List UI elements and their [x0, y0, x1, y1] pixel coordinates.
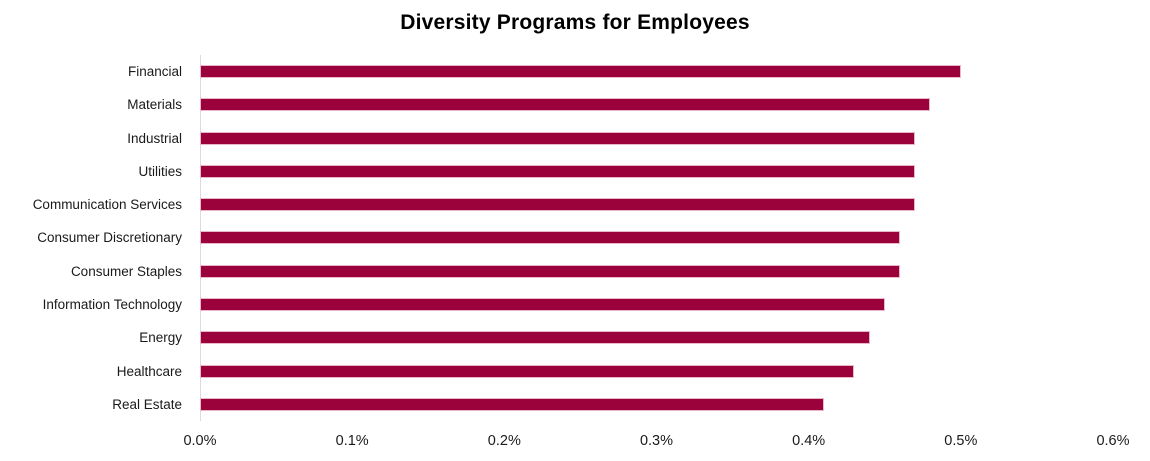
bar-row-information-technology: Information Technology	[0, 288, 1113, 321]
category-label-utilities: Utilities	[138, 163, 182, 179]
category-label-consumer-discretionary: Consumer Discretionary	[37, 230, 182, 246]
chart-title: Diversity Programs for Employees	[400, 11, 750, 34]
bar-materials	[200, 98, 931, 112]
bar-row-consumer-discretionary: Consumer Discretionary	[0, 221, 1113, 254]
bar-healthcare	[200, 364, 855, 378]
bar-track	[200, 122, 1113, 155]
bar-row-utilities: Utilities	[0, 155, 1113, 188]
bar-row-financial: Financial	[0, 55, 1113, 88]
bar-row-consumer-staples: Consumer Staples	[0, 255, 1113, 288]
bar-row-communication-services: Communication Services	[0, 188, 1113, 221]
bar-row-materials: Materials	[0, 88, 1113, 121]
bar-track	[200, 221, 1113, 254]
x-tick-label-02: 0.2%	[487, 433, 521, 449]
category-label-communication-services: Communication Services	[32, 197, 182, 213]
category-label-information-technology: Information Technology	[42, 296, 182, 312]
bar-consumer-discretionary	[200, 231, 900, 245]
bar-track	[200, 354, 1113, 387]
x-tick-label-06: 0.6%	[1096, 433, 1130, 449]
x-tick-label-03: 0.3%	[639, 433, 674, 449]
x-tick-label-01: 0.1%	[335, 433, 369, 449]
bar-track	[200, 255, 1113, 288]
category-label-energy: Energy	[139, 330, 182, 346]
bar-communication-services	[200, 198, 916, 212]
bar-row-healthcare: Healthcare	[0, 354, 1113, 387]
category-label-healthcare: Healthcare	[116, 363, 182, 379]
category-label-financial: Financial	[127, 64, 182, 80]
bar-row-energy: Energy	[0, 321, 1113, 354]
bar-utilities	[200, 164, 916, 178]
category-label-materials: Materials	[127, 97, 182, 113]
x-tick-label-05: 0.5%	[944, 433, 978, 449]
bar-row-real-estate: Real Estate	[0, 388, 1113, 421]
bar-rows-container: Financial Materials Industrial Utilities Com…	[0, 55, 1113, 421]
bar-track	[200, 88, 1113, 121]
bar-track	[200, 388, 1113, 421]
category-label-real-estate: Real Estate	[112, 396, 182, 412]
category-label-industrial: Industrial	[127, 130, 182, 146]
x-axis-tick-labels: 0.0% 0.1% 0.2% 0.3% 0.4% 0.5% 0.6%	[183, 431, 1129, 451]
x-tick-label-00: 0.0%	[183, 433, 217, 449]
bar-information-technology	[200, 297, 885, 311]
bar-real-estate	[200, 397, 824, 411]
bar-track	[200, 155, 1113, 188]
bar-consumer-staples	[200, 264, 900, 278]
bar-track	[200, 288, 1113, 321]
bar-track	[200, 188, 1113, 221]
bar-energy	[200, 331, 870, 345]
bar-track	[200, 321, 1113, 354]
bar-row-industrial: Industrial	[0, 122, 1113, 155]
bar-financial	[200, 65, 961, 79]
bar-industrial	[200, 131, 916, 145]
bar-track	[200, 55, 1113, 88]
category-label-consumer-staples: Consumer Staples	[70, 263, 182, 279]
x-tick-label-04: 0.4%	[792, 433, 826, 449]
